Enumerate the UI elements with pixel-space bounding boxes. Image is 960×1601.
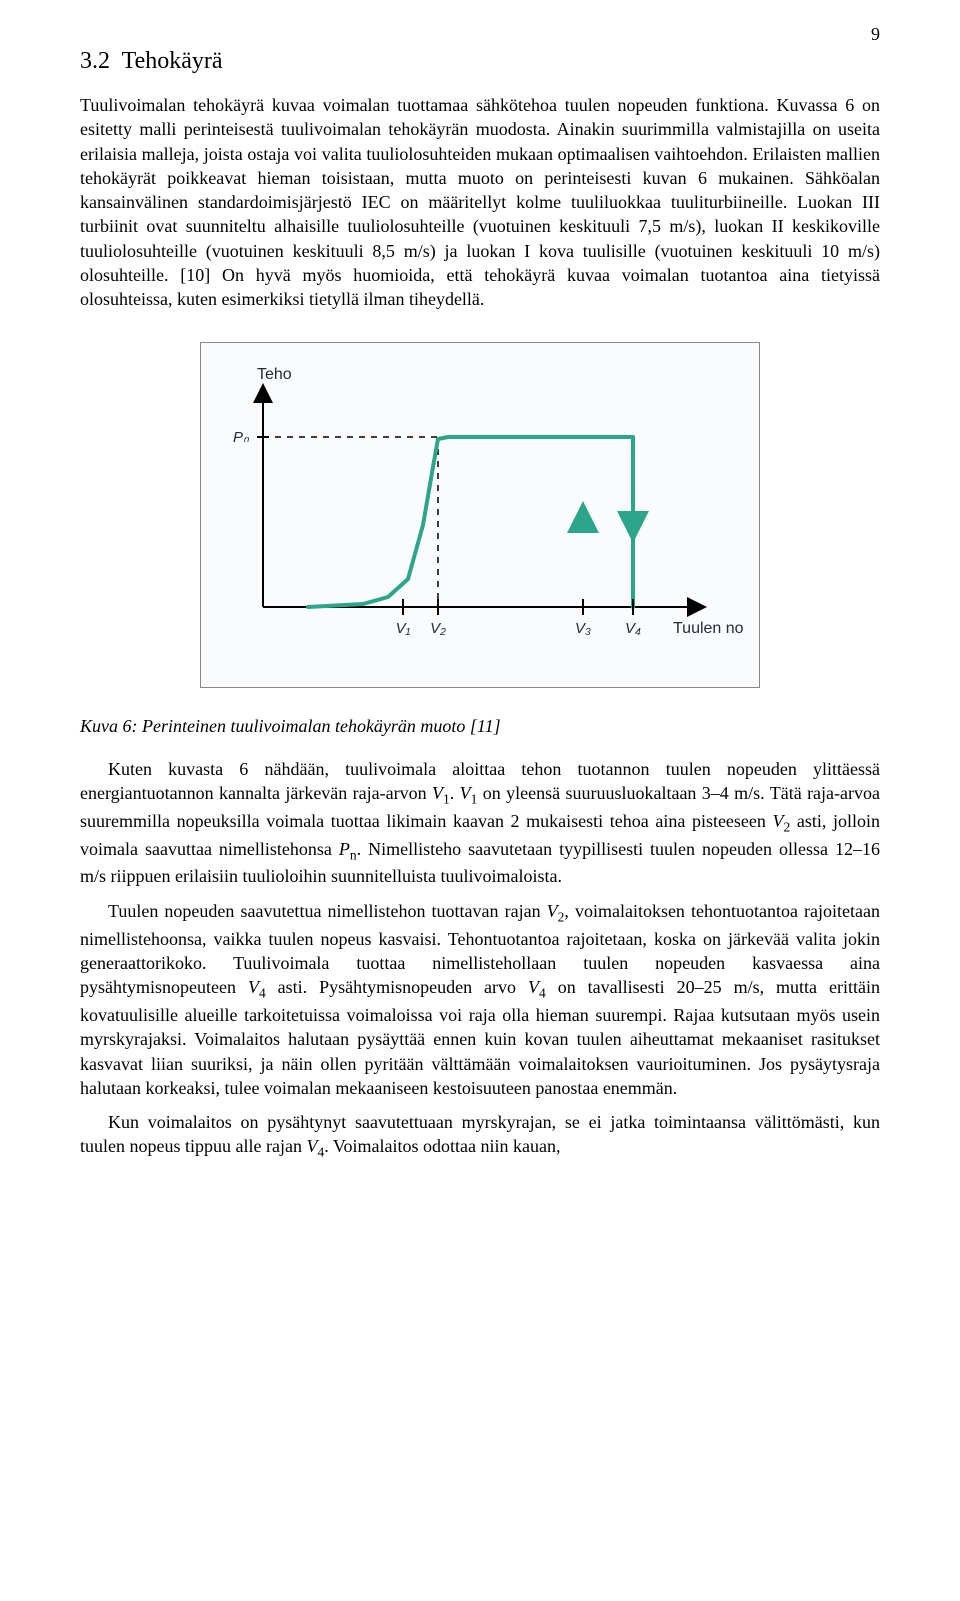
svg-text:Teho: Teho — [257, 366, 292, 383]
page-number: 9 — [871, 24, 880, 45]
svg-text:V₁: V₁ — [396, 620, 411, 637]
paragraph-3: Tuulen nopeuden saavutettua nimellisteho… — [80, 899, 880, 1100]
figure-border: V₁ V₂ V₃ V₄ Pₙ Teho Tuulen nopeus — [200, 342, 760, 688]
paragraph-1: Tuulivoimalan tehokäyrä kuvaa voimalan t… — [80, 93, 880, 312]
figure-6: V₁ V₂ V₃ V₄ Pₙ Teho Tuulen nopeus — [200, 342, 760, 688]
paragraph-4: Kun voimalaitos on pysähtynyt saavutettu… — [80, 1110, 880, 1162]
svg-text:V₂: V₂ — [430, 620, 446, 637]
paragraph-2: Kuten kuvasta 6 nähdään, tuulivoimala al… — [80, 757, 880, 889]
page: 9 3.2 Tehokäyrä Tuulivoimalan tehokäyrä … — [0, 0, 960, 1222]
svg-text:Pₙ: Pₙ — [233, 429, 250, 446]
section-title-text: Tehokäyrä — [122, 48, 223, 74]
svg-text:V₃: V₃ — [575, 620, 591, 637]
svg-text:V₄: V₄ — [625, 620, 641, 637]
section-number: 3.2 — [80, 48, 110, 74]
section-heading: 3.2 Tehokäyrä — [80, 48, 880, 75]
svg-text:Tuulen nopeus: Tuulen nopeus — [673, 620, 743, 637]
power-curve-chart: V₁ V₂ V₃ V₄ Pₙ Teho Tuulen nopeus — [213, 357, 743, 657]
figure-caption: Kuva 6: Perinteinen tuulivoimalan tehokä… — [80, 716, 880, 737]
